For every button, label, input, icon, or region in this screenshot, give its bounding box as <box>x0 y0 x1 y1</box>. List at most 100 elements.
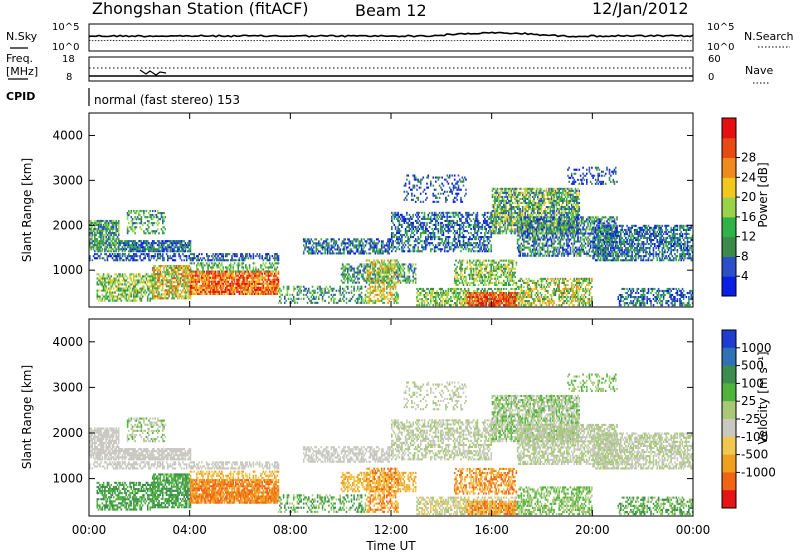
power-cell-123 <box>101 242 104 245</box>
power-cell-426 <box>156 250 159 253</box>
power-cell-39 <box>92 228 95 231</box>
power-cell-1197 <box>126 289 129 292</box>
power-cell-2316 <box>261 288 263 291</box>
power-cell-4945 <box>476 287 479 290</box>
power-cell-1829 <box>201 280 203 283</box>
power-cell-4785 <box>440 304 442 307</box>
power-cell-4527 <box>404 196 407 199</box>
power-cell-4363 <box>471 213 474 216</box>
power-cell-4528 <box>404 184 407 187</box>
power-cell-448 <box>162 244 164 247</box>
power-cell-2342 <box>265 292 267 295</box>
power-cell-1910 <box>211 282 213 285</box>
power-cell-2830 <box>306 238 309 241</box>
power-cell-2745 <box>339 297 341 300</box>
power-cell-4389 <box>475 236 477 239</box>
power-cell-2800 <box>360 299 363 302</box>
power-cell-3529 <box>375 281 378 284</box>
power-cell-2374 <box>268 288 271 291</box>
power-cell-1141 <box>117 285 120 288</box>
power-cell-1924 <box>212 276 214 279</box>
power-cell-1591 <box>175 281 178 284</box>
power-cell-2420 <box>274 274 276 277</box>
power-cell-1710 <box>188 295 190 298</box>
power-cell-1635 <box>180 295 183 298</box>
power-cell-3068 <box>374 252 377 255</box>
power-cell-117 <box>100 223 102 226</box>
power-cell-1428 <box>158 287 160 290</box>
power-cell-4654 <box>453 174 456 177</box>
power-cell-4107 <box>440 250 442 253</box>
power-cell-3100 <box>382 240 384 243</box>
power-cell-1777 <box>194 288 197 291</box>
power-cell-2779 <box>353 287 355 290</box>
power-cell-4251 <box>457 240 460 243</box>
power-cell-974 <box>265 255 267 258</box>
power-cell-3879 <box>408 223 411 226</box>
power-cell-3221 <box>363 269 365 272</box>
power-cell-1012 <box>97 283 100 286</box>
power-cell-4406 <box>476 219 479 222</box>
power-cell-2531 <box>238 270 241 273</box>
power-cell-1844 <box>203 290 206 293</box>
power-cell-359 <box>138 246 140 249</box>
power-cell-305 <box>124 244 126 247</box>
power-cell-2965 <box>345 246 348 249</box>
power-cell-312 <box>126 246 129 249</box>
power-cell-1962 <box>217 290 219 293</box>
power-cell-2286 <box>257 288 260 291</box>
power-cell-3660 <box>389 283 392 286</box>
power-cell-4213 <box>452 238 455 241</box>
power-cell-2369 <box>267 278 270 281</box>
power-cell-4142 <box>443 246 446 249</box>
power-cell-1952 <box>216 292 218 295</box>
power-cell-1693 <box>185 271 188 274</box>
power-cell-2327 <box>262 286 265 289</box>
power-cell-2513 <box>228 264 231 267</box>
power-cell-3614 <box>383 259 386 262</box>
power-cell-2242 <box>252 290 255 293</box>
power-cell-109 <box>100 240 102 243</box>
power-cell-2216 <box>248 280 251 283</box>
power-cell-225 <box>111 221 114 224</box>
power-cell-1601 <box>177 289 179 292</box>
power-cell-531 <box>183 244 185 247</box>
power-cell-386 <box>144 240 146 243</box>
power-cell-2329 <box>262 282 265 285</box>
power-cell-4767 <box>435 296 437 299</box>
power-cell-3062 <box>373 250 375 253</box>
power-cell-1443 <box>159 273 162 276</box>
power-cell-345 <box>134 244 136 247</box>
power-cell-1471 <box>163 293 165 296</box>
power-cell-638 <box>148 222 150 225</box>
power-cell-1103 <box>111 281 114 284</box>
power-cell-4341 <box>469 248 471 251</box>
power-cell-746 <box>120 257 123 260</box>
power-cell-2226 <box>250 276 252 279</box>
power-cell-736 <box>116 259 119 262</box>
power-cell-1996 <box>221 286 223 289</box>
power-cell-2455 <box>190 262 193 265</box>
power-cell-2753 <box>341 297 344 300</box>
power-cell-1347 <box>150 275 153 278</box>
power-cell-545 <box>188 248 190 251</box>
power-cell-520 <box>180 246 183 249</box>
power-cell-2436 <box>276 282 279 285</box>
power-cell-33 <box>92 248 95 251</box>
power-cell-3436 <box>414 273 417 276</box>
power-cell-3154 <box>347 281 349 284</box>
power-cell-2054 <box>228 286 231 289</box>
power-cell-759 <box>128 255 130 258</box>
power-cell-560 <box>126 216 129 219</box>
power-cell-3397 <box>404 277 407 280</box>
power-cell-3216 <box>362 273 364 276</box>
power-cell-3546 <box>378 293 380 296</box>
power-cell-878 <box>206 253 208 256</box>
power-cell-4042 <box>431 242 433 245</box>
power-cell-940 <box>240 253 242 256</box>
power-cell-4099 <box>437 213 440 216</box>
power-cell-612 <box>140 220 143 223</box>
power-cell-2104 <box>235 284 237 287</box>
power-cell-4103 <box>438 238 441 241</box>
power-cell-2739 <box>335 301 338 304</box>
